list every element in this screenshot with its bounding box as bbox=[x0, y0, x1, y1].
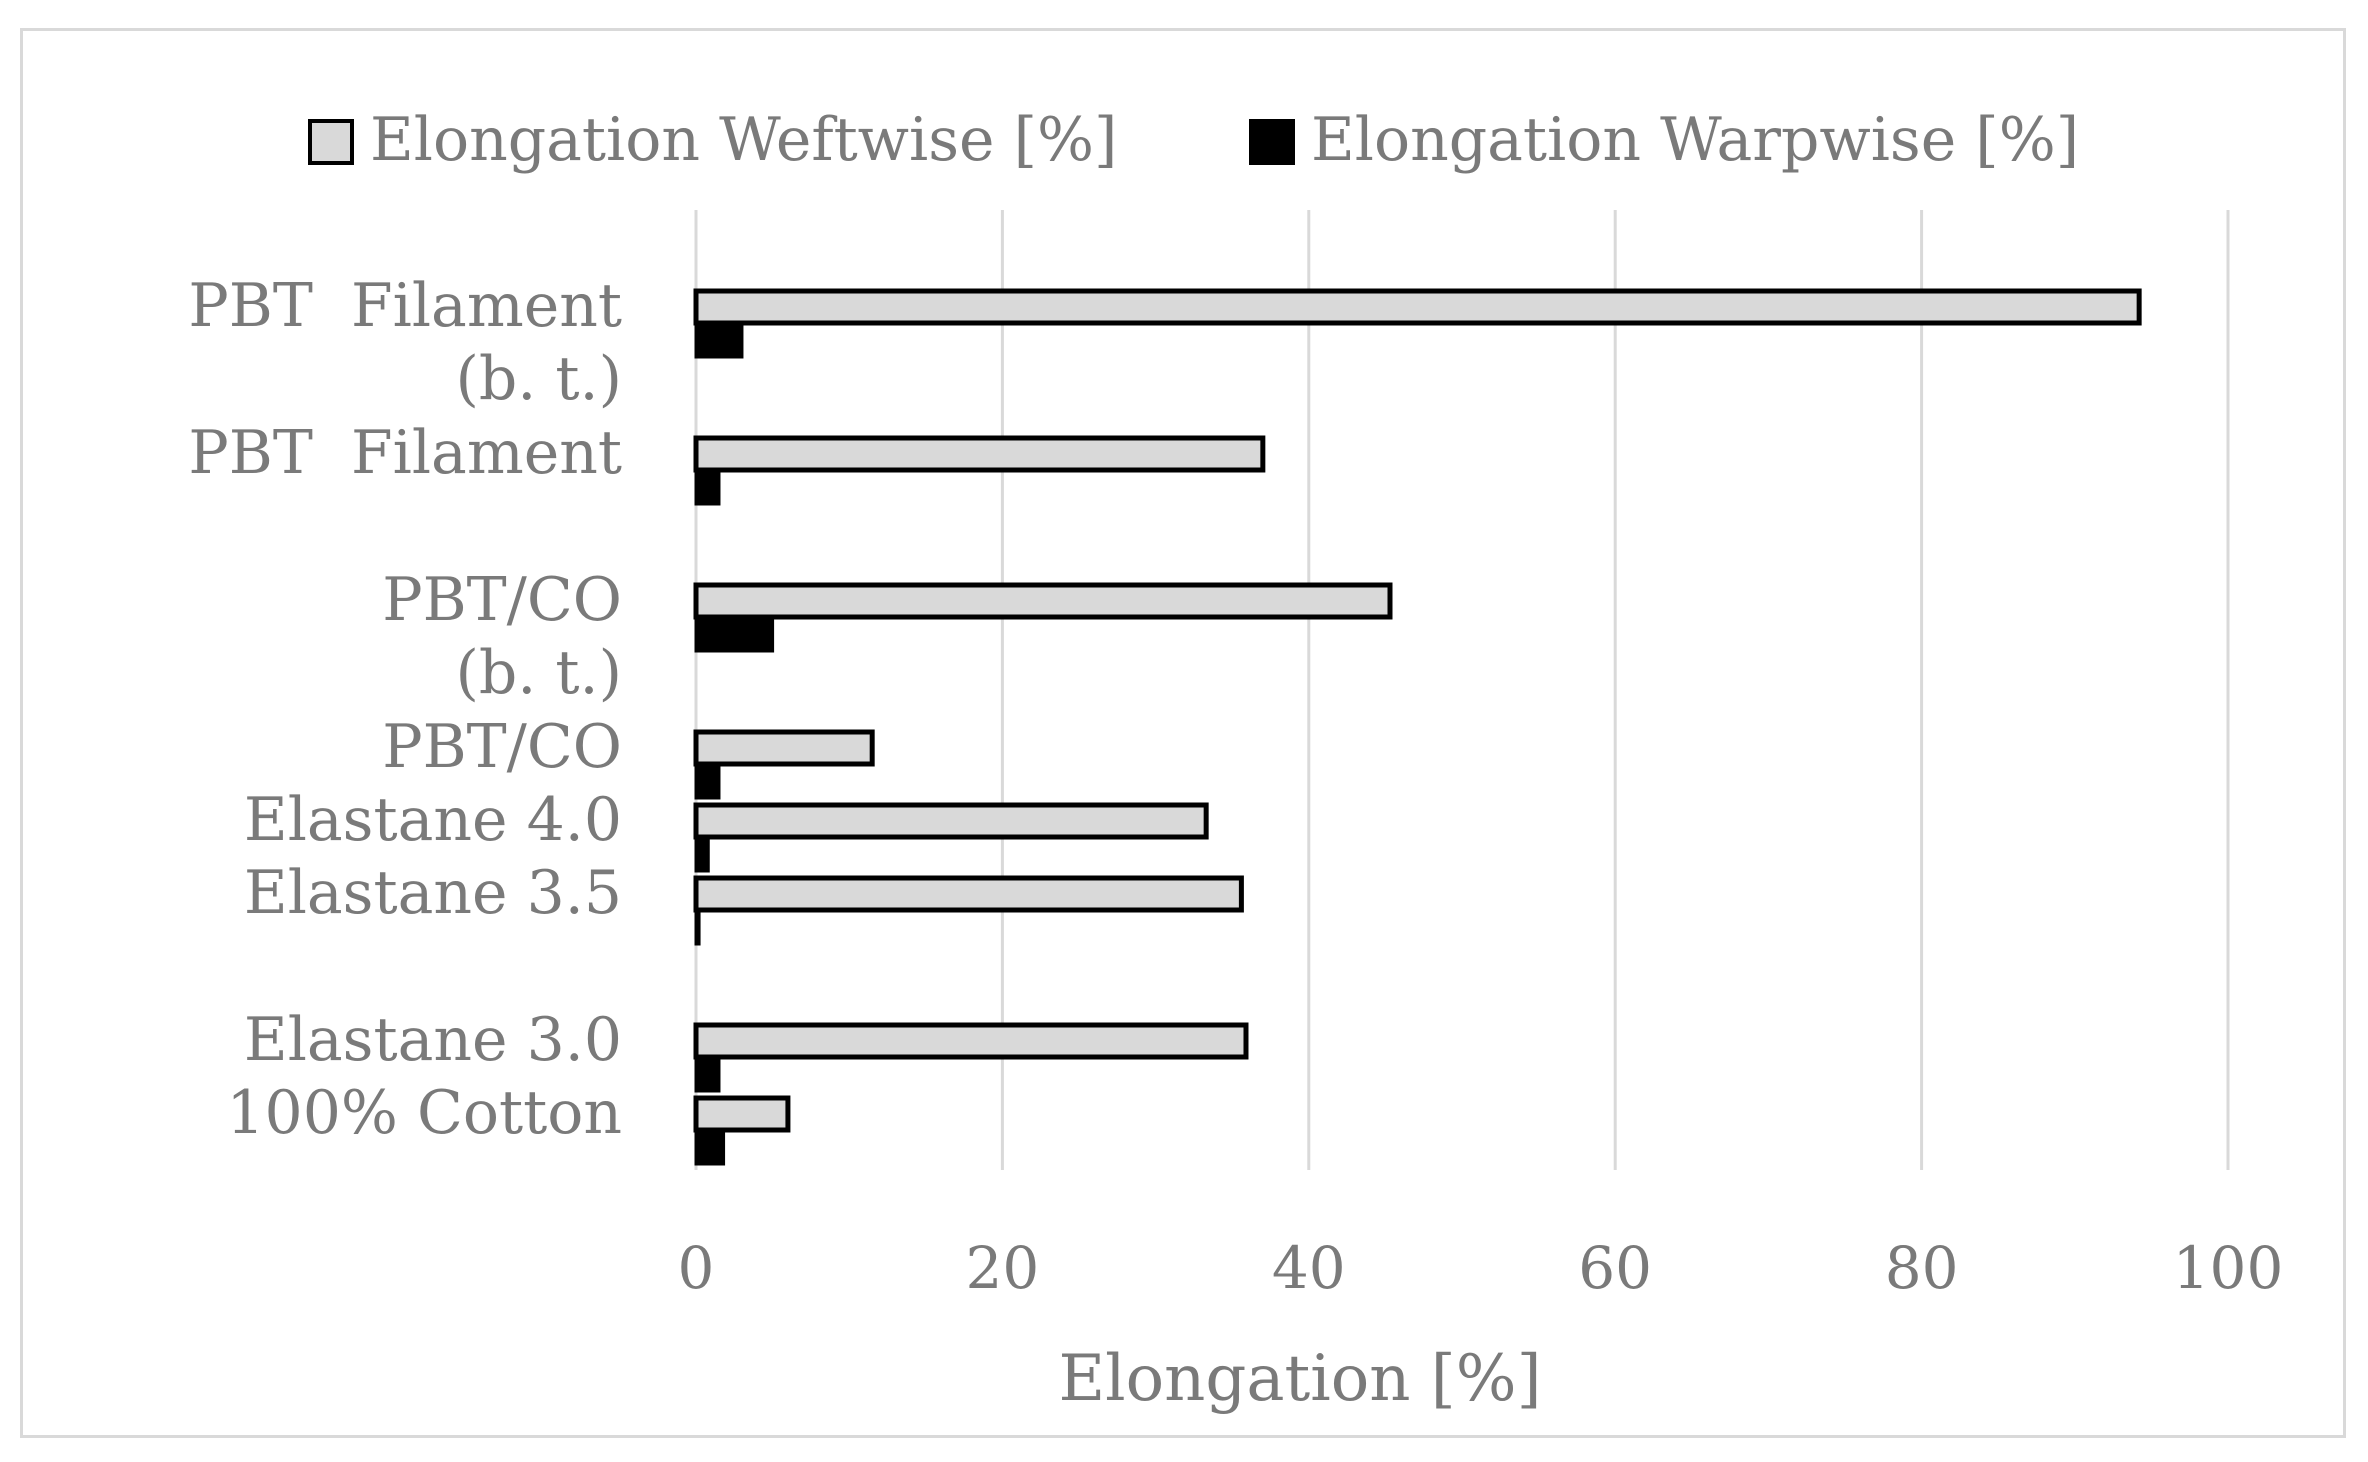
category-label: Elastane 3.0 bbox=[244, 1005, 622, 1075]
bar-warpwise bbox=[694, 910, 701, 946]
legend-label-weftwise: Elongation Weftwise [%] bbox=[370, 105, 1117, 175]
bar-warpwise bbox=[694, 470, 721, 506]
bar-weftwise bbox=[693, 288, 2142, 326]
x-tick-label: 100 bbox=[2173, 1234, 2284, 1302]
category-label: PBT/CO bbox=[382, 712, 622, 782]
x-tick-label: 0 bbox=[678, 1234, 715, 1302]
x-tick-label: 80 bbox=[1885, 1234, 1959, 1302]
category-label: Elastane 4.0 bbox=[244, 785, 622, 855]
legend-label-warpwise: Elongation Warpwise [%] bbox=[1311, 105, 2079, 175]
x-tick-label: 20 bbox=[965, 1234, 1039, 1302]
x-axis-title: Elongation [%] bbox=[1058, 1342, 1541, 1416]
bar-weftwise bbox=[693, 1022, 1249, 1060]
category-label: PBT/CO bbox=[382, 565, 622, 635]
category-label: PBT Filament bbox=[188, 418, 622, 488]
legend: Elongation Weftwise [%] Elongation Warpw… bbox=[308, 105, 2079, 175]
x-tick-labels: 0 20 40 60 80 100 bbox=[678, 1234, 2284, 1302]
bar-warpwise bbox=[694, 323, 744, 359]
bar-weftwise bbox=[693, 729, 875, 767]
category-label: (b. t.) bbox=[455, 638, 622, 708]
gridlines bbox=[694, 210, 2230, 1170]
bars bbox=[693, 288, 2142, 1166]
chart-frame bbox=[20, 28, 2346, 1438]
bar-weftwise bbox=[693, 802, 1209, 840]
category-label: PBT Filament bbox=[188, 271, 622, 341]
bar-weftwise bbox=[693, 875, 1244, 913]
bar-warpwise bbox=[694, 1130, 726, 1166]
bar-warpwise bbox=[694, 617, 775, 653]
category-labels: PBT Filament(b. t.)PBT FilamentPBT/CO(b.… bbox=[188, 271, 622, 1148]
bar-warpwise bbox=[694, 1057, 721, 1093]
bar-warpwise bbox=[694, 764, 721, 800]
x-tick-label: 40 bbox=[1272, 1234, 1346, 1302]
x-tick-label: 60 bbox=[1578, 1234, 1652, 1302]
category-label: (b. t.) bbox=[455, 344, 622, 414]
bar-weftwise bbox=[693, 582, 1393, 620]
legend-swatch-warpwise bbox=[1249, 119, 1295, 165]
bar-warpwise bbox=[694, 837, 710, 873]
category-label: Elastane 3.5 bbox=[244, 858, 622, 928]
bar-weftwise bbox=[693, 1095, 791, 1133]
legend-swatch-weftwise bbox=[308, 119, 354, 165]
bar-weftwise bbox=[693, 435, 1266, 473]
category-label: 100% Cotton bbox=[226, 1078, 622, 1148]
